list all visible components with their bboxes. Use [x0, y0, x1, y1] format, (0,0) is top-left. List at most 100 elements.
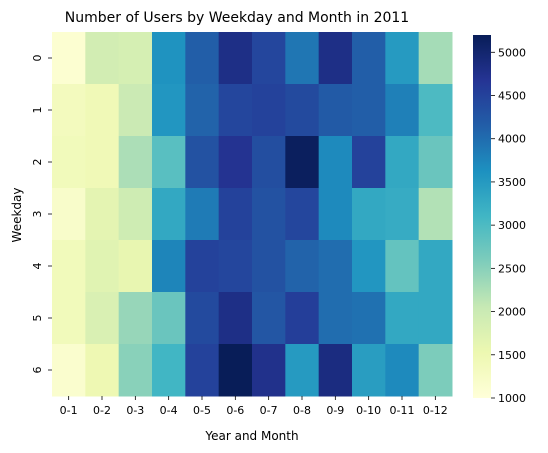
- colorbar-tick-label: 2000: [498, 306, 526, 319]
- heatmap-cell: [385, 188, 420, 241]
- heatmap-cell: [185, 32, 220, 85]
- heatmap-cell: [385, 32, 420, 85]
- x-tick-label: 0-3: [126, 404, 144, 417]
- heatmap-cell: [218, 344, 253, 397]
- y-tick-label: 2: [31, 159, 44, 166]
- heatmap-cell: [252, 32, 286, 85]
- heatmap-cell: [352, 32, 386, 85]
- heatmap-cell: [218, 32, 253, 85]
- heatmap-cell: [218, 84, 253, 137]
- heatmap-cell: [352, 240, 386, 293]
- heatmap-cell: [218, 240, 253, 293]
- heatmap-cell: [385, 240, 420, 293]
- heatmap-cell: [285, 188, 320, 241]
- colorbar: 1000 1500 2000 2500 3000 3500 4000 4500 5000: [473, 35, 526, 405]
- heatmap-cell: [185, 240, 220, 293]
- heatmap-cell: [352, 188, 386, 241]
- heatmap-cell: [385, 84, 420, 137]
- heatmap-cell: [118, 136, 153, 189]
- colorbar-tick-label: 4500: [498, 90, 526, 103]
- heatmap-cell: [385, 292, 420, 345]
- y-tick-label: 5: [31, 315, 44, 322]
- heatmap-cell: [85, 84, 120, 137]
- colorbar-tick-label: 2500: [498, 262, 526, 275]
- heatmap-cell: [418, 292, 453, 345]
- y-tick-label: 1: [31, 107, 44, 114]
- x-tick-label: 0-9: [326, 404, 344, 417]
- heatmap-cell: [85, 136, 120, 189]
- heatmap-cell: [318, 84, 353, 137]
- heatmap-cell: [285, 344, 320, 397]
- x-tick-label: 0-11: [390, 404, 415, 417]
- heatmap-cell: [152, 292, 186, 345]
- y-tick-label: 6: [31, 367, 44, 374]
- heatmap-cell: [52, 344, 86, 397]
- heatmap-cell: [118, 188, 153, 241]
- heatmap-cell: [118, 32, 153, 85]
- x-axis: 0-1 0-2 0-3 0-4 0-5 0-6 0-7 0-8 0-9 0-10 0-11 0-12: [60, 396, 448, 417]
- heatmap-cell: [152, 84, 186, 137]
- colorbar-tick-label: 3500: [498, 176, 526, 189]
- heatmap-cell: [252, 188, 286, 241]
- x-tick-label: 0-6: [226, 404, 244, 417]
- heatmap-cell: [218, 136, 253, 189]
- heatmap-cell: [152, 240, 186, 293]
- heatmap-cell: [118, 292, 153, 345]
- x-tick-label: 0-8: [293, 404, 311, 417]
- heatmap-cell: [318, 240, 353, 293]
- y-axis: 0 1 2 3 4 5 6: [31, 55, 52, 374]
- heatmap-cell: [352, 344, 386, 397]
- heatmap-cell: [52, 188, 86, 241]
- heatmap-cell: [185, 292, 220, 345]
- x-tick-label: 0-12: [423, 404, 448, 417]
- heatmap-cell: [285, 240, 320, 293]
- heatmap-cell: [118, 344, 153, 397]
- heatmap-cell: [418, 188, 453, 241]
- colorbar-tick-label: 5000: [498, 46, 526, 59]
- heatmap-cell: [218, 292, 253, 345]
- heatmap-cell: [318, 188, 353, 241]
- heatmap-cell: [318, 136, 353, 189]
- x-tick-label: 0-4: [160, 404, 178, 417]
- heatmap-cell: [85, 292, 120, 345]
- heatmap-cell: [252, 344, 286, 397]
- heatmap-cell: [52, 240, 86, 293]
- heatmap-cell: [152, 32, 186, 85]
- heatmap-cell: [118, 240, 153, 293]
- heatmap-cell: [85, 344, 120, 397]
- x-tick-label: 0-10: [356, 404, 381, 417]
- x-tick-label: 0-2: [93, 404, 111, 417]
- chart-title: Number of Users by Weekday and Month in …: [65, 10, 409, 26]
- heatmap-cell: [52, 84, 86, 137]
- heatmap-cell: [352, 136, 386, 189]
- x-tick-label: 0-5: [193, 404, 211, 417]
- heatmap-cell: [285, 292, 320, 345]
- y-tick-label: 0: [31, 55, 44, 62]
- x-tick-label: 0-7: [260, 404, 278, 417]
- heatmap-cell: [418, 136, 453, 189]
- y-tick-label: 3: [31, 211, 44, 218]
- colorbar-tick-label: 4000: [498, 133, 526, 146]
- colorbar-tick-label: 3000: [498, 219, 526, 232]
- heatmap-cell: [318, 344, 353, 397]
- heatmap-cell: [385, 136, 420, 189]
- heatmap-cell: [352, 84, 386, 137]
- colorbar-tick-label: 1500: [498, 349, 526, 362]
- heatmap-cell: [385, 344, 420, 397]
- heatmap-cell: [252, 292, 286, 345]
- heatmap-cell: [185, 136, 220, 189]
- heatmap-cell: [418, 32, 453, 85]
- heatmap-cells: [52, 32, 453, 397]
- heatmap-cell: [418, 344, 453, 397]
- heatmap-cell: [118, 84, 153, 137]
- y-axis-label: Weekday: [10, 188, 24, 243]
- heatmap-cell: [52, 292, 86, 345]
- colorbar-gradient: [473, 35, 491, 398]
- heatmap-cell: [418, 240, 453, 293]
- heatmap-cell: [218, 188, 253, 241]
- heatmap-cell: [252, 84, 286, 137]
- heatmap-cell: [318, 32, 353, 85]
- heatmap-cell: [285, 136, 320, 189]
- y-tick-label: 4: [31, 263, 44, 270]
